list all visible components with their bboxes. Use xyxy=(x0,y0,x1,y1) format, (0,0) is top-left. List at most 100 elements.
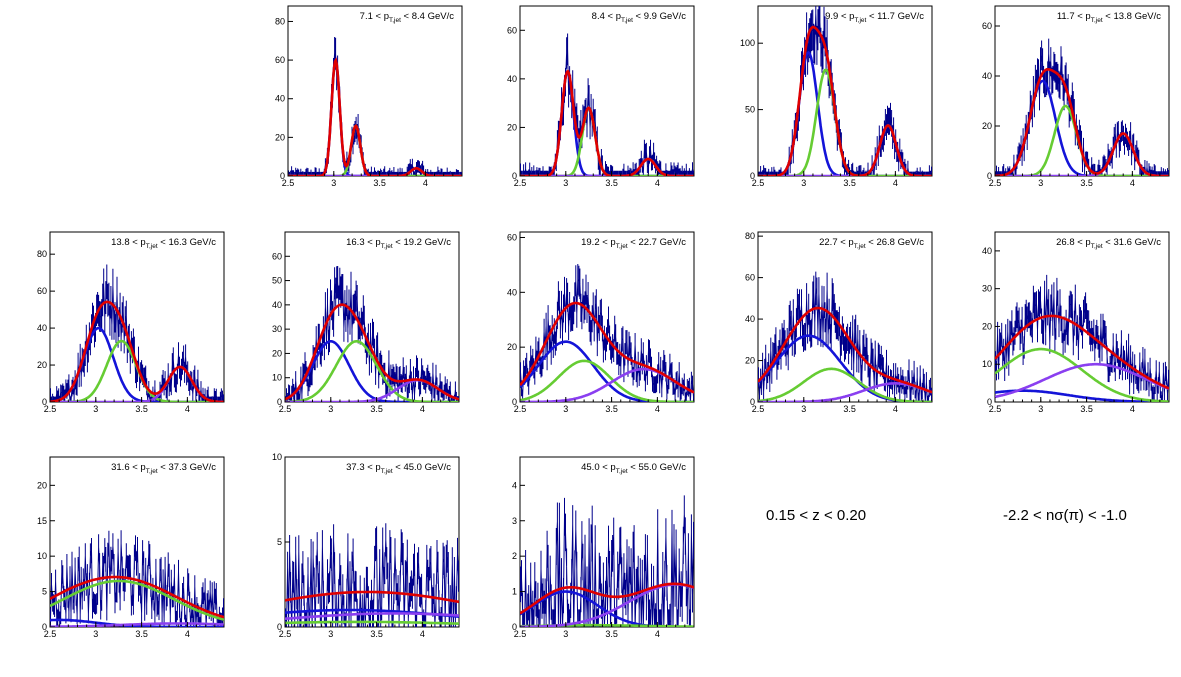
x-tick-label: 2.5 xyxy=(282,178,295,188)
y-tick-label: 40 xyxy=(982,71,992,81)
kaon-fit-curve xyxy=(50,579,224,621)
x-tick-label: 4 xyxy=(420,629,425,639)
x-tick-label: 3 xyxy=(801,178,806,188)
total-fit-curve xyxy=(50,575,224,619)
x-tick-label: 2.5 xyxy=(989,178,1002,188)
y-tick-label: 20 xyxy=(272,348,282,358)
nsigma-range-text: -2.2 < nσ(π) < -1.0 xyxy=(1003,507,1127,524)
y-tick-label: 60 xyxy=(507,232,517,242)
y-tick-label: 4 xyxy=(512,480,517,490)
x-tick-label: 4 xyxy=(893,178,898,188)
y-tick-label: 0 xyxy=(512,622,517,632)
data-histogram xyxy=(995,274,1169,402)
pion-fit-curve xyxy=(288,57,462,176)
x-tick-label: 4 xyxy=(1130,178,1135,188)
x-tick-label: 3 xyxy=(93,404,98,414)
y-tick-label: 20 xyxy=(507,342,517,352)
panel-frame xyxy=(994,231,1170,403)
total-fit-curve xyxy=(285,303,459,401)
y-tick-label: 10 xyxy=(272,373,282,383)
proton-fit-curve xyxy=(285,612,459,621)
x-tick-label: 4 xyxy=(185,629,190,639)
data-histogram xyxy=(50,530,224,627)
panel-title: 26.8 < pT,jet < 31.6 GeV/c xyxy=(1056,237,1161,250)
total-fit-curve xyxy=(758,306,932,394)
panel-title: 31.6 < pT,jet < 37.3 GeV/c xyxy=(111,462,216,475)
panel-title: 37.3 < pT,jet < 45.0 GeV/c xyxy=(346,462,451,475)
panel-title: 8.4 < pT,jet < 9.9 GeV/c xyxy=(592,11,687,24)
x-tick-label: 3 xyxy=(563,629,568,639)
plot-area xyxy=(520,264,694,402)
y-tick-label: 20 xyxy=(37,360,47,370)
x-tick-label: 3 xyxy=(93,629,98,639)
y-tick-label: 20 xyxy=(275,132,285,142)
y-tick-label: 20 xyxy=(745,356,755,366)
data-histogram xyxy=(285,266,459,402)
pion-fit-curve xyxy=(520,69,694,176)
data-histogram xyxy=(288,37,462,176)
panel-3: 2.5 3 3.5 4 0 50 100 9.9 < pT,jet < 11.7 GeV/c xyxy=(740,5,933,188)
total-fit-curve xyxy=(285,590,459,604)
y-tick-label: 60 xyxy=(982,21,992,31)
panel-title: 9.9 < pT,jet < 11.7 GeV/c xyxy=(825,11,924,24)
panel-frame xyxy=(757,231,933,403)
x-tick-label: 3.5 xyxy=(605,404,618,414)
y-tick-label: 60 xyxy=(745,273,755,283)
plot-area xyxy=(288,37,462,176)
y-tick-label: 40 xyxy=(272,300,282,310)
plot-area xyxy=(50,264,224,402)
total-fit-curve xyxy=(50,300,224,402)
y-tick-label: 40 xyxy=(507,287,517,297)
total-fit-curve xyxy=(520,582,694,615)
x-tick-label: 2.5 xyxy=(44,404,57,414)
y-tick-label: 0 xyxy=(277,397,282,407)
y-tick-label: 40 xyxy=(507,74,517,84)
plot-area xyxy=(758,271,932,402)
panel-frame xyxy=(284,231,460,403)
y-tick-label: 0 xyxy=(277,622,282,632)
y-tick-label: 0 xyxy=(750,171,755,181)
y-tick-label: 0 xyxy=(42,622,47,632)
y-tick-label: 50 xyxy=(745,105,755,115)
x-tick-label: 2.5 xyxy=(279,629,292,639)
x-tick-label: 2.5 xyxy=(514,178,527,188)
x-tick-label: 3 xyxy=(331,178,336,188)
nsigma-range-label: -2.2 < nσ(π) < -1.0 xyxy=(1003,507,1127,524)
data-histogram xyxy=(520,33,694,176)
pion-fit-curve xyxy=(50,618,224,627)
kaon-fit-curve xyxy=(285,620,459,625)
x-tick-label: 4 xyxy=(893,404,898,414)
y-tick-label: 30 xyxy=(272,324,282,334)
panel-title: 11.7 < pT,jet < 13.8 GeV/c xyxy=(1057,11,1161,24)
z-range-label: 0.15 < z < 0.20 xyxy=(766,507,867,524)
y-tick-label: 60 xyxy=(275,55,285,65)
y-tick-label: 0 xyxy=(42,397,47,407)
x-tick-label: 3 xyxy=(328,404,333,414)
plot-area xyxy=(520,495,694,627)
x-tick-label: 3.5 xyxy=(1080,178,1093,188)
y-tick-label: 80 xyxy=(275,16,285,26)
y-tick-label: 10 xyxy=(37,551,47,561)
y-tick-label: 20 xyxy=(982,321,992,331)
y-tick-label: 10 xyxy=(272,452,282,462)
plot-area xyxy=(995,274,1169,402)
plot-area xyxy=(520,33,694,176)
panel-title: 45.0 < pT,jet < 55.0 GeV/c xyxy=(581,462,686,475)
y-tick-label: 10 xyxy=(982,359,992,369)
kaon-fit-curve xyxy=(285,340,459,402)
y-tick-label: 0 xyxy=(987,171,992,181)
y-tick-label: 80 xyxy=(37,249,47,259)
plot-area xyxy=(995,38,1169,176)
x-tick-label: 3.5 xyxy=(135,404,148,414)
y-tick-label: 20 xyxy=(37,480,47,490)
x-tick-label: 3 xyxy=(801,404,806,414)
plot-area xyxy=(285,266,459,402)
y-tick-label: 1 xyxy=(512,587,517,597)
